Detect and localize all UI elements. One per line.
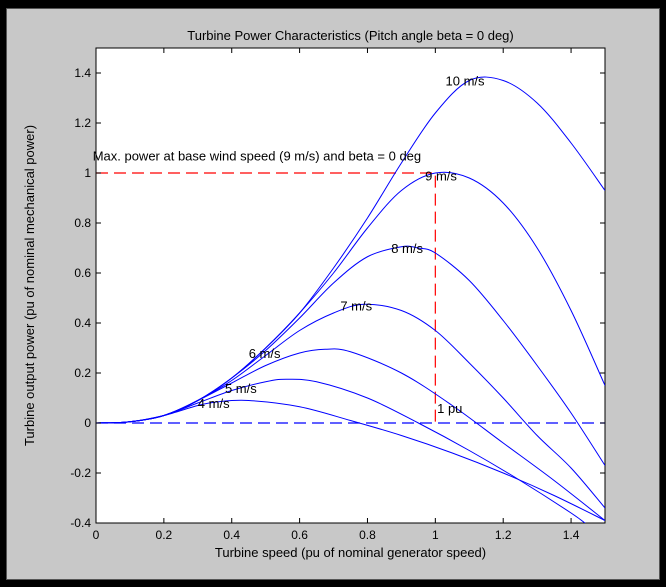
series-line-10-m-s: [96, 76, 605, 424]
series-label: 5 m/s: [225, 381, 257, 396]
chart: 4 m/s5 m/s 6 m/s 7 m/s 8 m/s 9 m/s 10 m/s 0 0.…: [22, 28, 606, 560]
series-label: 7 m/s: [340, 299, 372, 314]
series-label: 8 m/s: [391, 241, 423, 256]
x-tick-label: 0.6: [291, 528, 308, 542]
series-label: 9 m/s: [425, 169, 457, 184]
x-tick-label: 0.2: [156, 528, 173, 542]
y-axis-label: Turbine output power (pu of nominal mech…: [22, 125, 37, 446]
y-tick-label: 0.6: [74, 266, 91, 280]
x-tick-label: 1: [432, 528, 439, 542]
y-tick-label: 0.8: [74, 216, 91, 230]
x-tick-label: 1.2: [495, 528, 512, 542]
y-tick-label: -0.2: [70, 466, 91, 480]
axis-ticks: 0 0.2 0.4 0.6 0.8 1 1.2 1.4 -0.4 -0.2 0 0.2 0.4 0.6 0.…: [70, 48, 605, 542]
chart-title: Turbine Power Characteristics (Pitch ang…: [187, 28, 514, 43]
x-tick-label: 0.8: [359, 528, 376, 542]
y-tick-label: 0.4: [74, 316, 91, 330]
y-tick-label: 1: [84, 166, 91, 180]
series-label: 10 m/s: [446, 74, 486, 89]
series-label: 4 m/s: [198, 396, 230, 411]
y-tick-label: 1.4: [74, 66, 91, 80]
annotation-text: 1 pu: [437, 401, 462, 416]
plot-area: [95, 47, 606, 524]
series-labels: 4 m/s5 m/s 6 m/s 7 m/s 8 m/s 9 m/s 10 m/s: [198, 74, 485, 412]
x-tick-label: 0: [93, 528, 100, 542]
y-tick-label: -0.4: [70, 516, 91, 530]
x-tick-label: 0.4: [223, 528, 240, 542]
annotation-text: Max. power at base wind speed (9 m/s) an…: [93, 149, 421, 164]
y-tick-label: 1.2: [74, 116, 91, 130]
series-layer: [96, 76, 605, 523]
figure-window: 4 m/s 5 m/s 6 m/s 7 m/s 8 m/s 9 m/s 10 m/s 0 0.…: [6, 8, 660, 580]
reference-line-1: [96, 172, 436, 423]
annotations: Max. power at base wind speed (9 m/s) an…: [93, 149, 463, 417]
x-axis-label: Turbine speed (pu of nominal generator s…: [215, 545, 486, 560]
x-tick-label: 1.4: [563, 528, 580, 542]
y-tick-label: 0: [84, 416, 91, 430]
y-tick-label: 0.2: [74, 366, 91, 380]
series-label: 6 m/s: [249, 346, 281, 361]
